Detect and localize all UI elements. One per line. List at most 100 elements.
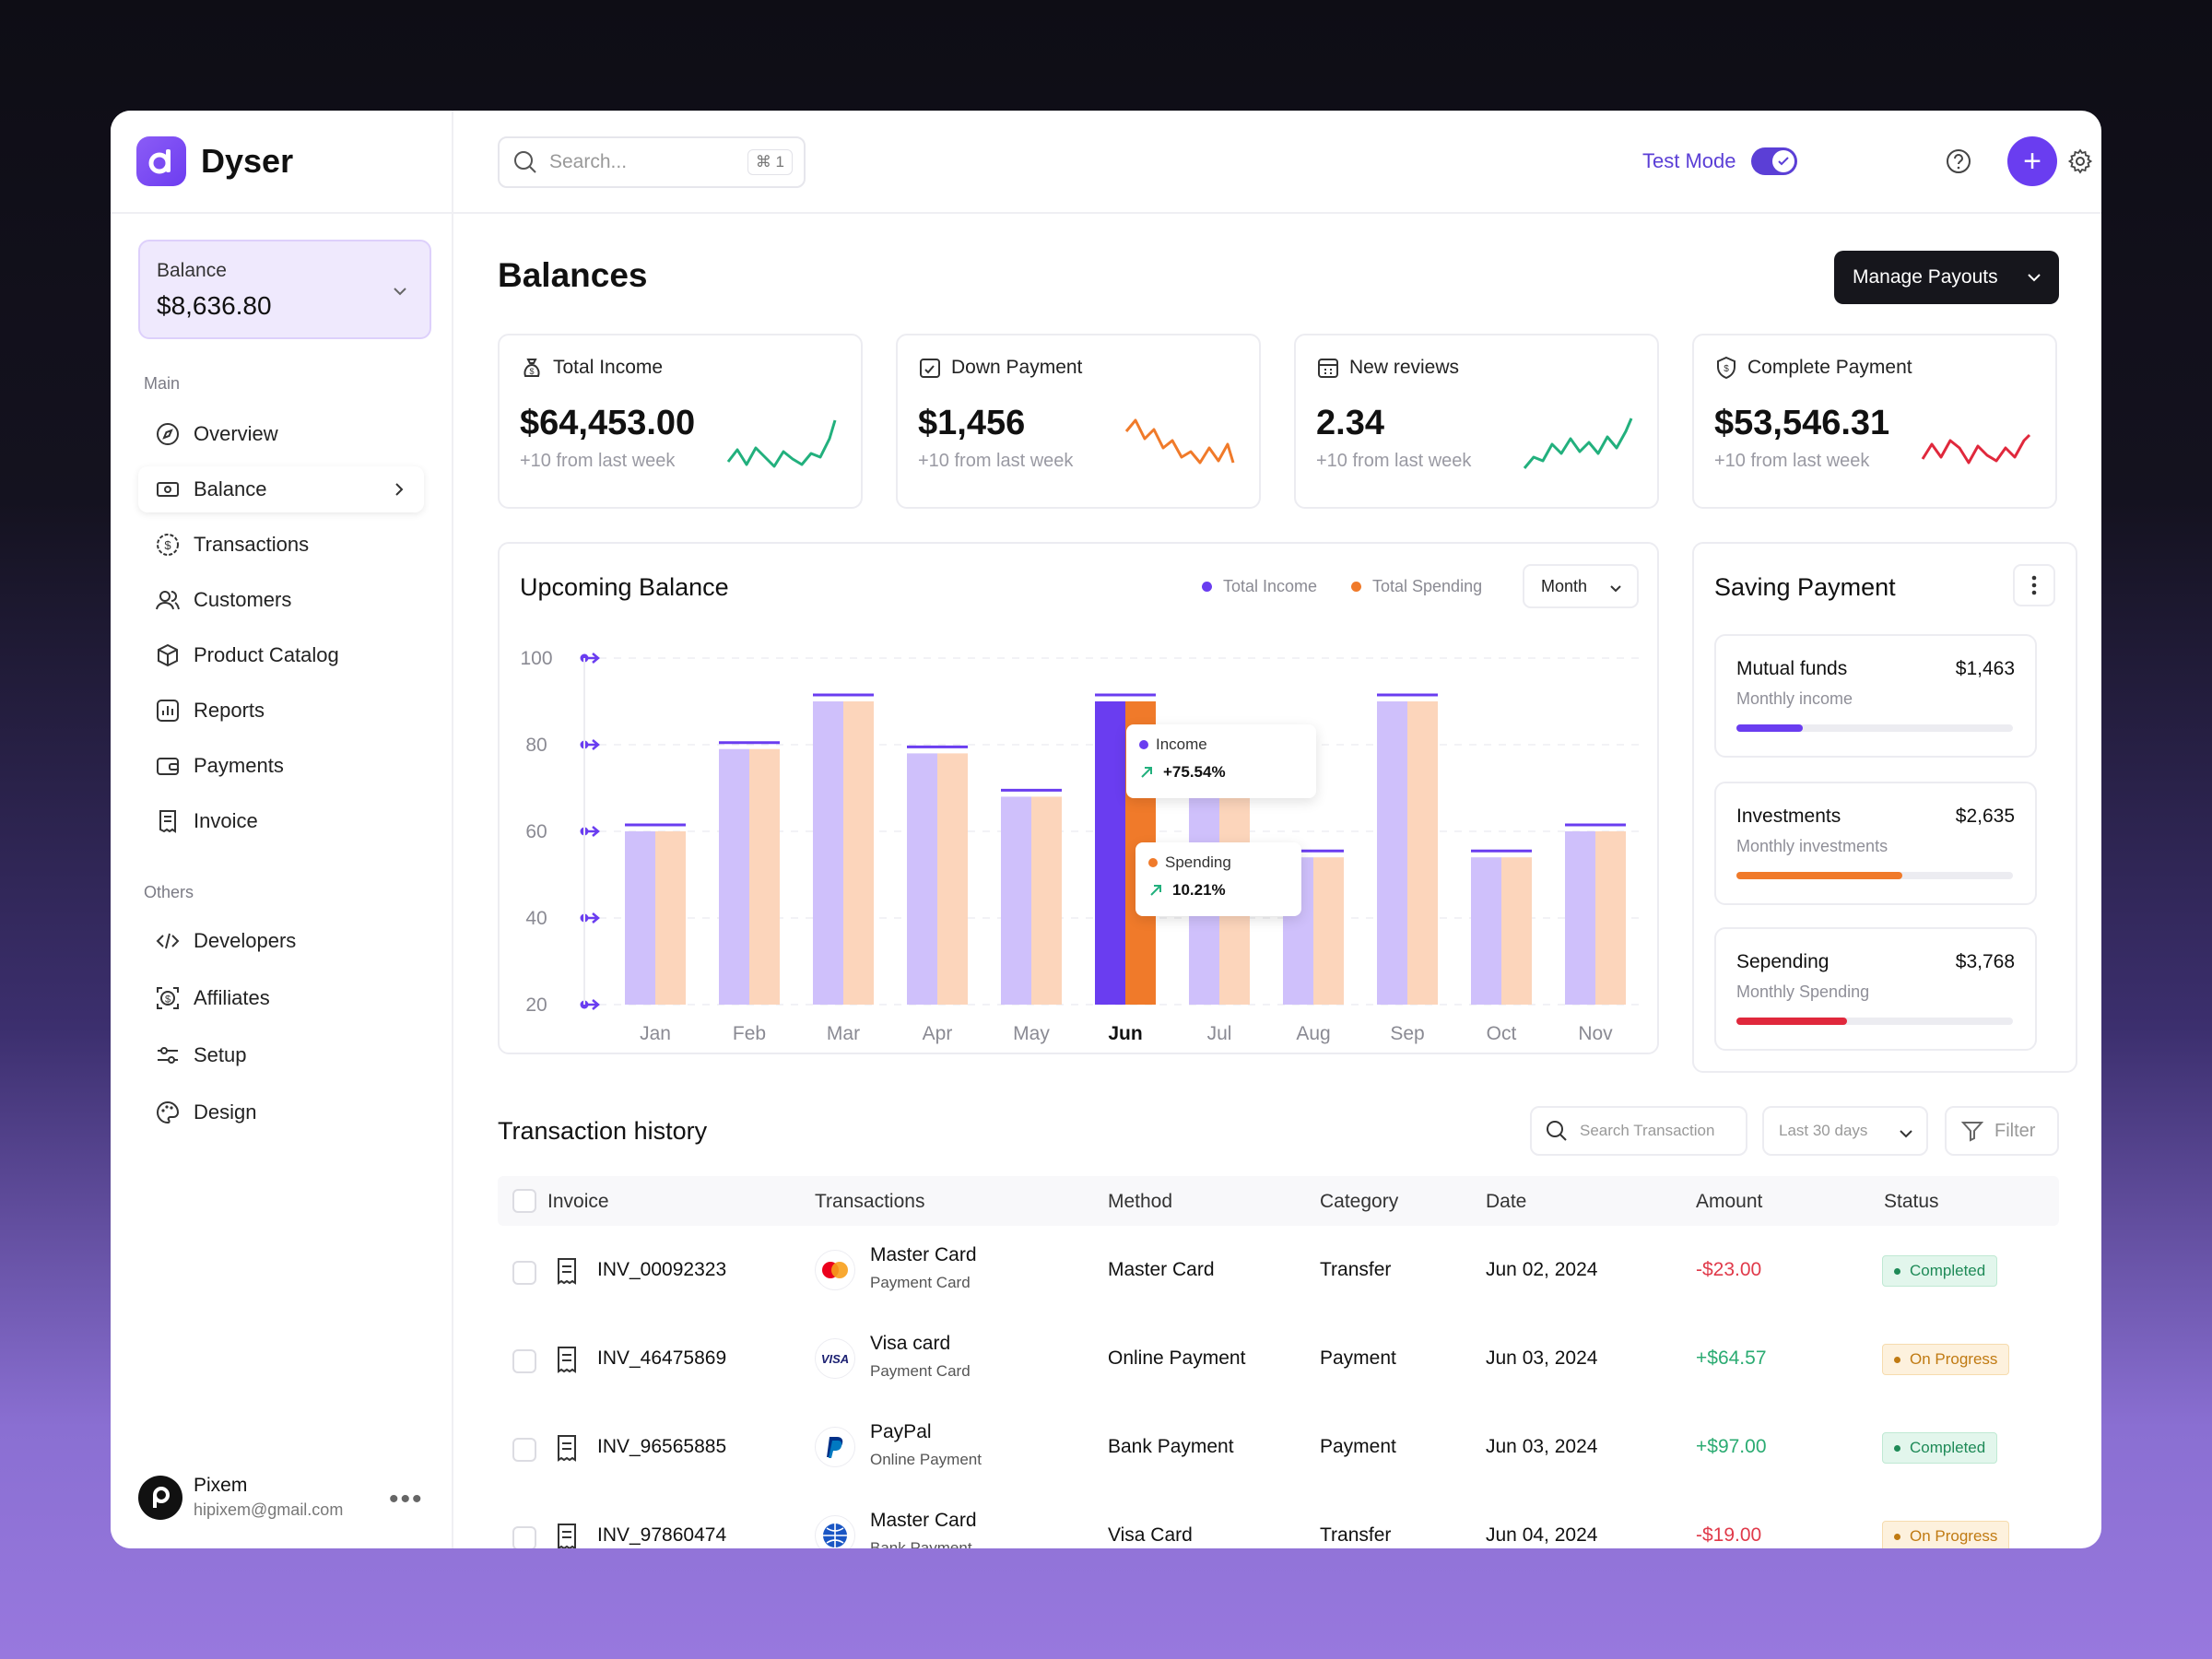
saving-payment-card: Saving Payment Mutual funds $1,463 Month… (1692, 542, 2077, 1073)
bar-spending (937, 753, 968, 1005)
gear-icon[interactable] (2066, 147, 2094, 175)
nav-overview[interactable]: Overview (138, 411, 424, 457)
tooltip-label: Spending (1165, 853, 1231, 871)
row-checkbox[interactable] (512, 1349, 536, 1373)
nav-label: Invoice (194, 809, 258, 832)
table-row[interactable]: INV_97860474 Master Card Bank Payment Vi… (498, 1493, 2059, 1548)
paypal-logo (815, 1427, 855, 1467)
user-email: hipixem@gmail.com (194, 1500, 344, 1519)
nav-invoice[interactable]: Invoice (138, 798, 424, 844)
saving-progress-track (1736, 1018, 2013, 1025)
category: Transfer (1320, 1259, 1392, 1280)
calendar-icon (1318, 359, 1338, 378)
more-options-button[interactable] (2013, 564, 2055, 606)
nav-design[interactable]: Design (138, 1089, 424, 1135)
sparkline (1921, 433, 2031, 465)
search-input[interactable]: Search... ⌘ 1 (498, 136, 806, 188)
nav-customers[interactable]: Customers (138, 577, 424, 623)
sliders-icon (158, 1047, 178, 1064)
saving-item[interactable]: Sepending $3,768 Monthly Spending (1714, 927, 2037, 1051)
calendar-check-icon (920, 359, 940, 378)
invoice-id: INV_96565885 (597, 1436, 727, 1457)
x-tick-label: Oct (1487, 1023, 1517, 1044)
search-shortcut: ⌘ 1 (747, 149, 793, 175)
others-section-label: Others (144, 883, 194, 901)
test-mode-toggle[interactable] (1751, 147, 1797, 175)
date-range-select[interactable]: Last 30 days (1762, 1106, 1928, 1156)
more-icon[interactable]: ••• (389, 1484, 424, 1514)
row-checkbox[interactable] (512, 1438, 536, 1462)
nav-reports[interactable]: Reports (138, 688, 424, 734)
period-select[interactable]: Month (1523, 564, 1639, 608)
stat-label: New reviews (1349, 357, 1460, 378)
help-icon[interactable] (1945, 147, 1972, 175)
stat-value: $1,456 (918, 404, 1026, 442)
nav-balance[interactable]: Balance (138, 466, 424, 512)
check-icon (1778, 157, 1789, 166)
manage-payouts-button[interactable]: Manage Payouts (1834, 251, 2059, 304)
visa-text: VISA (820, 1351, 850, 1366)
nav-payments[interactable]: Payments (138, 743, 424, 789)
row-checkbox[interactable] (512, 1261, 536, 1285)
nav-transactions[interactable]: $ Transactions (138, 522, 424, 568)
palette-icon (157, 1100, 180, 1124)
box-icon (158, 643, 178, 667)
saving-item-sub: Monthly Spending (1736, 982, 1870, 1001)
column-header: Invoice (547, 1191, 609, 1212)
sparkline (726, 419, 837, 468)
app-window: Dyser Balance $8,636.80 Main Overview Ba… (111, 111, 2101, 1548)
nav-affiliates[interactable]: $ Affiliates (138, 975, 424, 1021)
legend-total-income: Total Income (1202, 577, 1317, 596)
date: Jun 04, 2024 (1486, 1524, 1598, 1546)
table-row[interactable]: INV_46475869 VISA Visa card Payment Card… (498, 1316, 2059, 1405)
user-profile[interactable]: Pixem hipixem@gmail.com (138, 1475, 343, 1520)
table-row[interactable]: INV_00092323 Master Card Payment Card Ma… (498, 1228, 2059, 1316)
table-row[interactable]: INV_96565885 PayPal Online Payment Bank … (498, 1405, 2059, 1493)
select-all-checkbox[interactable] (512, 1189, 536, 1213)
x-tick-label: Apr (923, 1023, 953, 1044)
filter-button[interactable]: Filter (1945, 1106, 2059, 1156)
stat-card-total-income: $ Total Income $64,453.00 +10 from last w… (498, 334, 863, 509)
add-button[interactable]: + (2007, 136, 2057, 186)
nav-developers[interactable]: Developers (138, 918, 424, 964)
saving-item[interactable]: Mutual funds $1,463 Monthly income (1714, 634, 2037, 758)
transaction-search-input[interactable]: Search Transaction (1530, 1106, 1747, 1156)
svg-text:$: $ (1724, 364, 1729, 374)
chevron-down-icon (1610, 585, 1621, 593)
saving-progress-track (1736, 872, 2013, 879)
arrow-up-right-icon (1150, 885, 1161, 896)
svg-text:$: $ (165, 994, 171, 1006)
bar-spending (1595, 831, 1626, 1005)
arrow-right-icon (586, 653, 600, 664)
x-tick-label: Jul (1207, 1023, 1232, 1044)
row-checkbox[interactable] (512, 1526, 536, 1548)
receipt-icon (558, 1258, 576, 1285)
balance-selector[interactable]: Balance $8,636.80 (138, 240, 431, 339)
receipt-icon (558, 1524, 576, 1548)
bar-spending (655, 831, 686, 1005)
saving-item[interactable]: Investments $2,635 Monthly investments (1714, 782, 2037, 905)
chart-title: Upcoming Balance (520, 573, 729, 601)
saving-item-sub: Monthly income (1736, 689, 1853, 708)
tooltip-value: +75.54% (1163, 763, 1226, 781)
nav-setup[interactable]: Setup (138, 1032, 424, 1078)
saving-progress-fill (1736, 1018, 1847, 1025)
header-divider (111, 212, 2101, 214)
chevron-down-icon (1900, 1130, 1912, 1138)
column-header: Status (1884, 1191, 1939, 1212)
visa-logo: VISA (815, 1338, 855, 1379)
bar-income (907, 753, 937, 1005)
sparkline (1523, 418, 1633, 469)
bar-income (719, 748, 749, 1005)
column-header: Category (1320, 1191, 1399, 1212)
saving-progress-fill (1736, 872, 1902, 879)
transaction-name: Master Card (870, 1244, 977, 1265)
nav-label: Developers (194, 929, 297, 952)
stat-label: Complete Payment (1747, 357, 1912, 378)
nav-product-catalog[interactable]: Product Catalog (138, 632, 424, 678)
saving-item-name: Investments (1736, 806, 1841, 827)
upcoming-balance-card: Upcoming Balance Total Income Total Spen… (498, 542, 1659, 1054)
saving-progress-track (1736, 724, 2013, 732)
saving-item-name: Mutual funds (1736, 658, 1848, 679)
stat-sub: +10 from last week (918, 451, 1074, 471)
